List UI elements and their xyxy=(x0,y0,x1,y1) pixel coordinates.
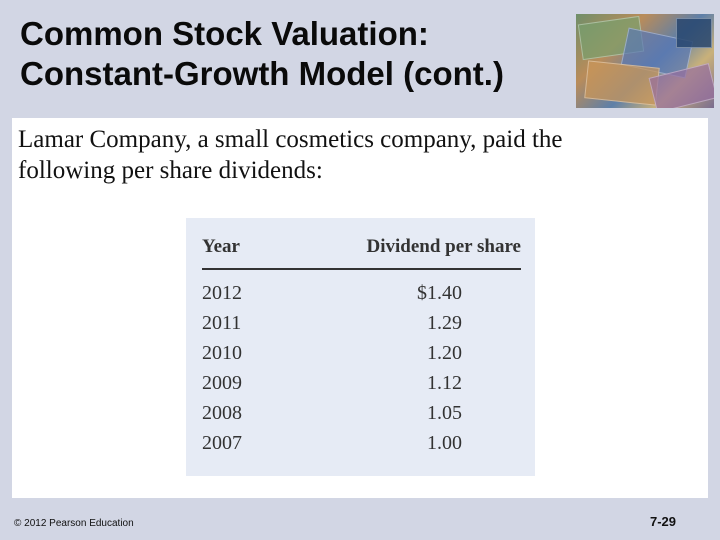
table-row: 2007 1.00 xyxy=(202,432,462,462)
dividend-cell: 1.12 xyxy=(427,372,462,394)
table-row: 2008 1.05 xyxy=(202,402,462,432)
slide-title-line-2: Constant-Growth Model (cont.) xyxy=(20,55,504,92)
year-cell: 2008 xyxy=(202,402,242,424)
content-panel: Lamar Company, a small cosmetics company… xyxy=(12,118,708,498)
year-cell: 2010 xyxy=(202,342,242,364)
dividend-table: Year Dividend per share 2012 $1.40 2011 … xyxy=(186,218,535,476)
year-cell: 2011 xyxy=(202,312,242,334)
dividend-cell: 1.29 xyxy=(427,312,462,334)
page-number: 7-29 xyxy=(649,514,676,529)
intro-line-2: following per share dividends: xyxy=(18,157,323,184)
currency-banknotes-image xyxy=(576,14,714,108)
column-header-dividend: Dividend per share xyxy=(366,236,522,257)
intro-text: Lamar Company, a small cosmetics company… xyxy=(18,124,698,186)
slide-title: Common Stock Valuation: Constant-Growth … xyxy=(20,14,504,94)
slide-title-line-1: Common Stock Valuation: xyxy=(20,15,429,52)
table-row: 2009 1.12 xyxy=(202,372,462,402)
dividend-cell: 1.05 xyxy=(427,402,462,424)
copyright-notice: © 2012 Pearson Education xyxy=(14,518,134,529)
year-cell: 2007 xyxy=(202,432,242,454)
table-row: 2010 1.20 xyxy=(202,342,462,372)
dividend-cell: 1.20 xyxy=(427,342,462,364)
intro-line-1: Lamar Company, a small cosmetics company… xyxy=(18,126,563,153)
year-cell: 2009 xyxy=(202,372,242,394)
dividend-cell: $1.40 xyxy=(417,282,462,304)
table-row: 2011 1.29 xyxy=(202,312,462,342)
year-cell: 2012 xyxy=(202,282,242,304)
column-header-year: Year xyxy=(202,236,240,257)
dividend-cell: 1.00 xyxy=(427,432,462,454)
table-row: 2012 $1.40 xyxy=(202,282,462,312)
header-rule xyxy=(202,268,521,270)
